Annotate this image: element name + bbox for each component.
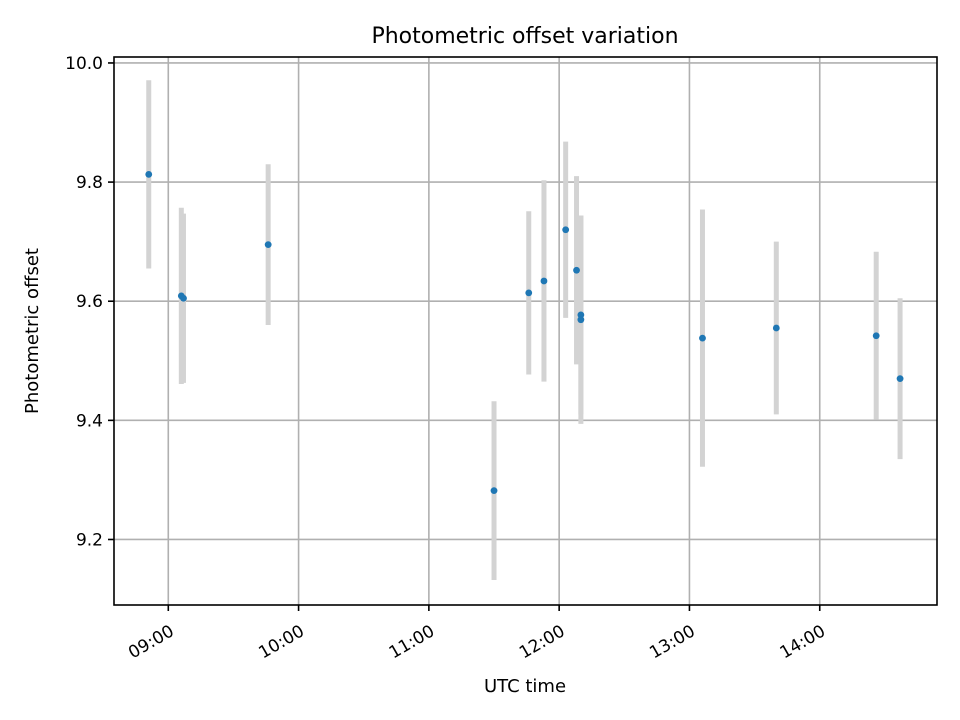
y-axis-label: Photometric offset: [22, 248, 43, 414]
data-point: [573, 266, 580, 274]
chart-title: Photometric offset variation: [371, 24, 678, 49]
data-point: [872, 332, 880, 340]
y-tick-label: 9.4: [76, 411, 103, 431]
y-tick-label: 9.6: [76, 292, 103, 312]
x-axis-label: UTC time: [484, 676, 566, 697]
x-tick-label: 13:00: [646, 621, 698, 663]
x-tick-label: 09:00: [125, 621, 177, 663]
plot-frame: [113, 56, 938, 606]
y-tick-label: 9.2: [76, 530, 103, 550]
x-tick-label: 12:00: [516, 621, 568, 663]
point-layer: [145, 170, 904, 495]
data-point: [562, 226, 570, 234]
y-tick-label: 10.0: [65, 54, 103, 74]
data-point: [540, 277, 548, 285]
data-point: [577, 316, 585, 324]
data-point: [525, 289, 533, 297]
x-tick-label: 10:00: [255, 621, 307, 663]
data-point: [699, 334, 706, 342]
data-point: [264, 241, 272, 249]
x-tick-label: 11:00: [386, 621, 438, 663]
data-point: [772, 324, 780, 332]
errorbar-layer: [146, 80, 903, 580]
data-point: [490, 487, 498, 495]
data-point: [896, 375, 904, 383]
y-tick-label: 9.8: [76, 173, 103, 193]
data-point: [145, 170, 153, 178]
data-point: [577, 311, 585, 319]
data-point: [180, 294, 187, 302]
x-tick-label: 14:00: [777, 621, 829, 663]
grid-layer: [114, 57, 937, 605]
